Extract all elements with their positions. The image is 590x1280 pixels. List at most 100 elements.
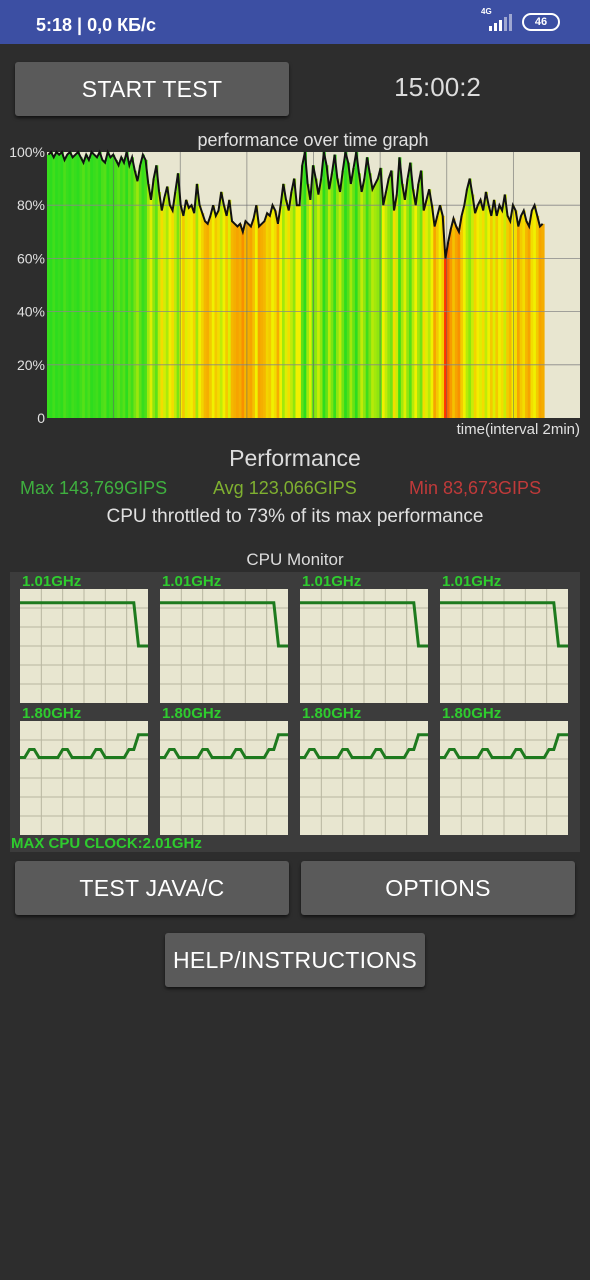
core-frequency-line <box>440 733 568 759</box>
core-graph <box>440 589 568 703</box>
performance-bar <box>157 191 162 418</box>
performance-bar <box>387 178 391 418</box>
performance-bar <box>530 210 534 418</box>
core-frequency-label: 1.80GHz <box>442 705 502 722</box>
core-graph <box>160 721 288 835</box>
performance-bar <box>155 165 159 418</box>
test-java-c-button[interactable]: TEST JAVA/C <box>15 861 289 915</box>
performance-bar <box>252 218 256 418</box>
performance-bar <box>101 159 105 419</box>
performance-bar <box>527 226 532 418</box>
performance-bar <box>260 223 264 418</box>
performance-bar <box>535 215 540 418</box>
performance-bar <box>163 197 167 418</box>
performance-line <box>47 149 544 259</box>
core-frequency-label: 1.01GHz <box>302 573 362 590</box>
performance-bar <box>300 165 305 418</box>
performance-bar <box>133 170 137 418</box>
performance-bar <box>146 183 151 418</box>
performance-bar <box>119 157 124 418</box>
performance-bar <box>203 221 207 418</box>
core-frequency-line <box>440 601 568 648</box>
performance-bar <box>122 162 126 418</box>
core-graph <box>300 589 428 703</box>
performance-bar <box>200 213 205 418</box>
core-frequency-label: 1.80GHz <box>302 705 362 722</box>
performance-bar <box>79 157 83 418</box>
performance-bar <box>449 229 453 418</box>
performance-bar <box>322 152 326 418</box>
performance-bar <box>195 183 199 418</box>
performance-bar <box>236 226 240 418</box>
performance-bar <box>160 210 164 418</box>
performance-bar <box>192 213 197 418</box>
performance-bar <box>376 178 380 418</box>
performance-bar <box>171 210 175 418</box>
performance-bar <box>441 215 445 418</box>
performance-bar <box>484 191 488 418</box>
performance-bar <box>373 183 378 418</box>
core-graph <box>300 721 428 835</box>
cpu-core-chart: 1.80GHz <box>300 705 428 835</box>
performance-bar <box>422 210 426 418</box>
performance-bar <box>368 173 372 418</box>
core-frequency-label: 1.01GHz <box>22 573 82 590</box>
performance-bar <box>273 210 278 418</box>
performance-bar <box>465 189 469 418</box>
performance-bar <box>281 183 286 418</box>
core-frequency-label: 1.01GHz <box>442 573 502 590</box>
performance-bar <box>454 226 459 418</box>
performance-bar <box>444 258 448 418</box>
performance-bar <box>209 215 213 418</box>
cpu-core-chart: 1.80GHz <box>20 705 148 835</box>
throttle-message: CPU throttled to 73% of its max performa… <box>106 506 484 527</box>
y-tick-label: 80% <box>17 197 45 213</box>
performance-bar <box>341 170 345 418</box>
graph-title: performance over time graph <box>197 130 429 150</box>
performance-bar <box>317 194 321 418</box>
performance-bar <box>344 152 348 418</box>
status-time: 5:18 | 0,0 КБ/с <box>36 15 157 35</box>
performance-bar <box>165 186 170 418</box>
performance-bar <box>217 210 221 418</box>
performance-bar <box>268 215 272 418</box>
performance-bar <box>57 154 62 418</box>
options-button[interactable]: OPTIONS <box>301 861 575 915</box>
core-frequency-line <box>20 733 148 759</box>
performance-bar <box>303 152 307 418</box>
performance-bar <box>522 210 526 418</box>
performance-bar <box>325 165 329 418</box>
performance-bar <box>346 162 351 418</box>
cpu-core-chart: 1.01GHz <box>440 573 568 703</box>
performance-bar <box>176 173 180 418</box>
performance-bar <box>225 215 229 418</box>
performance-bar <box>473 213 478 418</box>
performance-bar <box>406 178 410 418</box>
help-instructions-button[interactable]: HELP/INSTRUCTIONS <box>165 933 425 987</box>
performance-bar <box>363 178 367 418</box>
performance-bar <box>265 213 270 418</box>
performance-bar <box>114 159 118 419</box>
start-test-button[interactable]: START TEST <box>15 62 289 116</box>
performance-bar <box>84 154 89 418</box>
performance-bar <box>365 157 370 418</box>
performance-bar <box>481 210 486 418</box>
performance-bar <box>314 178 318 418</box>
network-type: 4G <box>481 7 492 16</box>
min-performance: Min 83,673GIPS <box>409 478 542 498</box>
cpu-monitor-panel: MAX CPU CLOCK:2.01GHz 1.01GHz 1.01GHz 1.01… <box>10 572 580 852</box>
status-bar: 5:18 | 0,0 КБ/с 4G 46 <box>0 0 590 44</box>
performance-bar <box>219 191 224 418</box>
performance-bar <box>125 152 129 418</box>
performance-bar <box>403 199 407 418</box>
performance-bar <box>468 178 472 418</box>
performance-bar <box>292 178 297 418</box>
performance-bar <box>287 210 291 418</box>
performance-bar <box>109 157 113 418</box>
performance-bar <box>144 159 148 419</box>
performance-bar <box>398 157 402 418</box>
performance-bar <box>525 221 529 418</box>
test-timer: 15:00:2 <box>394 72 481 102</box>
performance-bar <box>508 221 513 418</box>
max-cpu-clock: MAX CPU CLOCK:2.01GHz <box>11 835 202 852</box>
